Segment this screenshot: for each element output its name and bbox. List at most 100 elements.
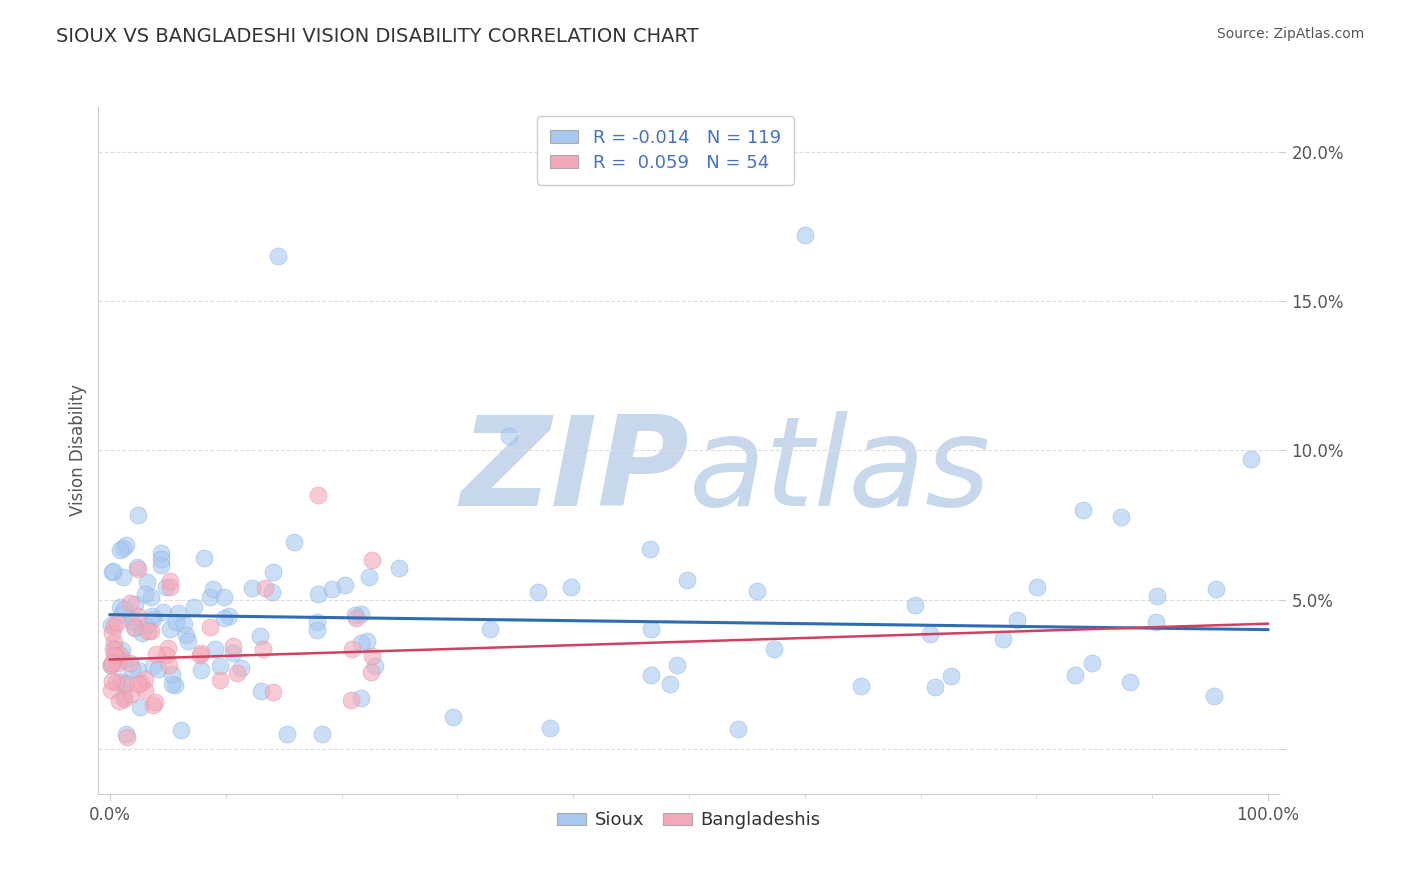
Point — [136, 575, 159, 590]
Point — [142, 698, 165, 713]
Point — [1026, 580, 1049, 594]
Point — [105, 615, 128, 629]
Point — [125, 560, 148, 574]
Point — [173, 617, 195, 632]
Point — [108, 648, 131, 662]
Point — [526, 584, 548, 599]
Point — [262, 685, 284, 699]
Point — [1119, 675, 1142, 690]
Point — [127, 508, 149, 522]
Point — [276, 727, 298, 741]
Point — [124, 622, 146, 636]
Point — [727, 723, 749, 737]
Point — [108, 600, 131, 615]
Point — [350, 636, 373, 650]
Point — [307, 488, 329, 502]
Point — [190, 663, 212, 677]
Point — [441, 710, 464, 724]
Point — [344, 611, 367, 625]
Text: SIOUX VS BANGLADESHI VISION DISABILITY CORRELATION CHART: SIOUX VS BANGLADESHI VISION DISABILITY C… — [56, 27, 699, 45]
Point — [124, 620, 146, 634]
Point — [101, 564, 124, 578]
Point — [150, 552, 173, 566]
Point — [117, 731, 139, 745]
Point — [307, 587, 329, 601]
Point — [131, 676, 153, 690]
Point — [111, 541, 134, 555]
Point — [388, 561, 411, 575]
Point — [254, 581, 277, 595]
Point — [112, 690, 135, 704]
Point — [120, 687, 142, 701]
Point — [222, 647, 245, 661]
Point — [350, 690, 373, 705]
Point — [638, 541, 661, 556]
Point — [128, 699, 150, 714]
Point — [114, 727, 136, 741]
Point — [100, 658, 122, 673]
Point — [139, 624, 162, 639]
Point — [307, 624, 329, 638]
Point — [134, 683, 156, 698]
Point — [127, 663, 149, 677]
Point — [100, 657, 122, 672]
Point — [159, 622, 181, 636]
Point — [110, 673, 132, 688]
Point — [163, 678, 186, 692]
Point — [101, 656, 124, 670]
Point — [240, 581, 263, 595]
Point — [127, 676, 149, 690]
Point — [150, 558, 173, 572]
Point — [360, 665, 382, 679]
Point — [249, 629, 271, 643]
Point — [214, 590, 236, 604]
Point — [560, 580, 582, 594]
Point — [1146, 589, 1168, 603]
Point — [222, 639, 245, 653]
Point — [111, 607, 134, 622]
Point — [114, 676, 136, 690]
Point — [104, 649, 127, 664]
Point — [152, 605, 174, 619]
Point — [162, 667, 184, 681]
Point — [361, 553, 384, 567]
Point — [103, 642, 125, 657]
Point — [231, 660, 253, 674]
Point — [101, 674, 124, 689]
Point — [136, 624, 159, 638]
Point — [159, 580, 181, 594]
Point — [793, 228, 815, 243]
Point — [1071, 503, 1094, 517]
Text: ZIP: ZIP — [460, 410, 689, 532]
Point — [941, 669, 963, 683]
Point — [118, 596, 141, 610]
Point — [343, 607, 366, 622]
Point — [145, 695, 167, 709]
Point — [659, 677, 682, 691]
Point — [340, 693, 363, 707]
Point — [252, 642, 274, 657]
Point — [924, 680, 946, 694]
Point — [1144, 615, 1167, 630]
Point — [124, 597, 146, 611]
Point — [127, 608, 149, 623]
Point — [202, 582, 225, 597]
Point — [903, 598, 925, 612]
Point — [349, 607, 371, 621]
Legend: Sioux, Bangladeshis: Sioux, Bangladeshis — [550, 804, 828, 837]
Point — [675, 573, 697, 587]
Point — [121, 662, 143, 676]
Point — [762, 642, 785, 657]
Point — [101, 566, 124, 580]
Point — [104, 649, 127, 664]
Point — [335, 578, 357, 592]
Point — [991, 632, 1014, 647]
Point — [177, 634, 200, 648]
Point — [157, 658, 180, 673]
Point — [498, 428, 520, 442]
Point — [135, 619, 157, 633]
Point — [121, 614, 143, 628]
Point — [104, 674, 127, 689]
Point — [311, 727, 333, 741]
Point — [225, 665, 247, 680]
